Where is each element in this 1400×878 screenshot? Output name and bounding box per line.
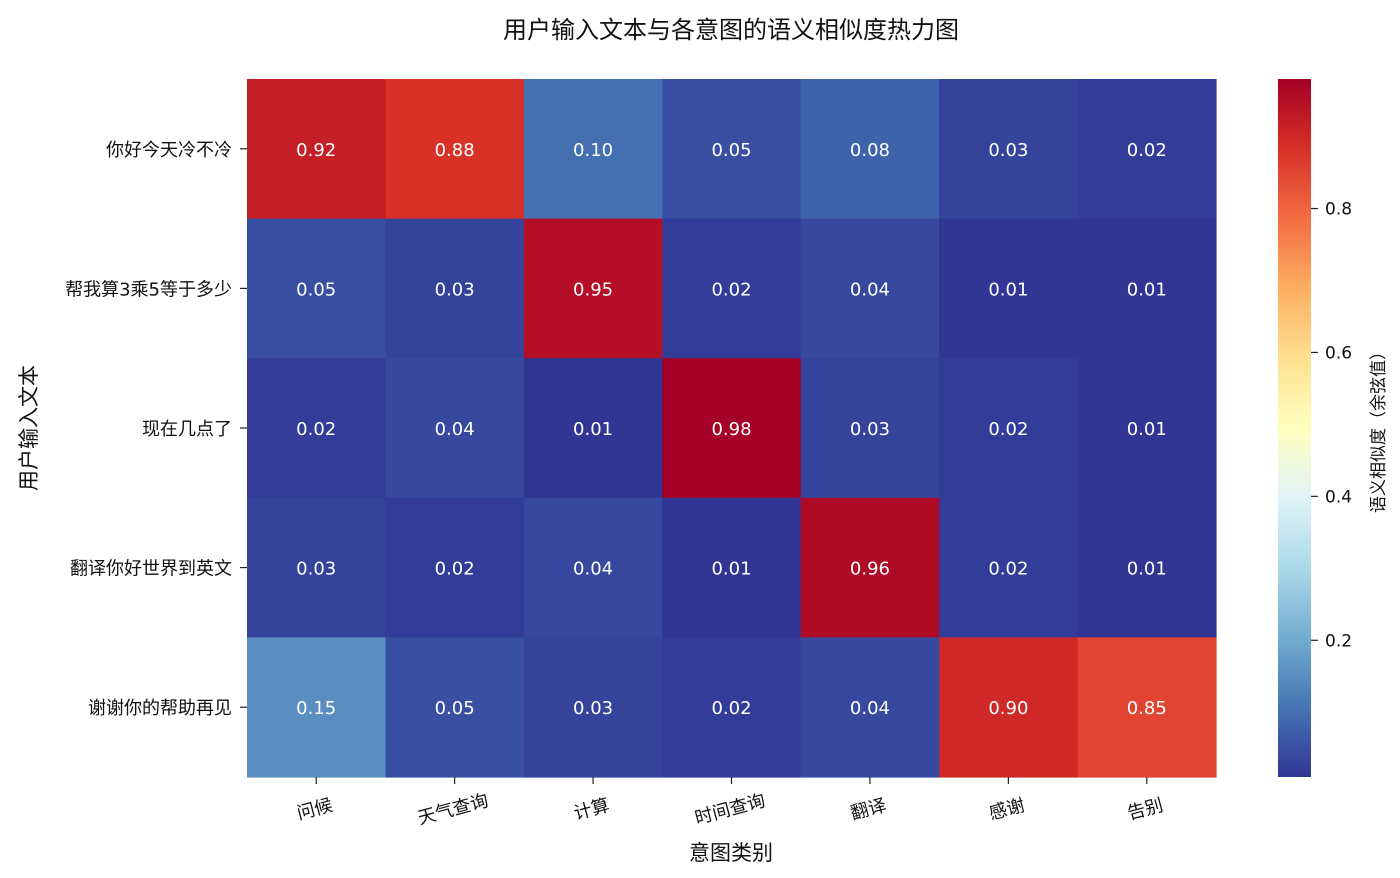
cell-value-label: 0.05: [435, 698, 475, 719]
cell-value-label: 0.98: [711, 419, 751, 440]
colorbar: 0.2 0.4 0.6 0.8 语义相似度（余弦值）: [1278, 79, 1389, 777]
cell-value-label: 0.95: [573, 279, 613, 300]
y-tick-label: 你好今天冷不冷: [106, 140, 232, 161]
heatmap-cell: [939, 497, 1079, 638]
heatmap-cell: [662, 497, 802, 638]
x-axis: 问候 天气查询 计算 时间查询 翻译 感谢 告别: [295, 777, 1165, 829]
x-tick-label: 计算: [572, 795, 612, 825]
heatmap-cells: [247, 79, 1217, 778]
cell-value-label: 0.03: [296, 559, 336, 580]
x-tick-label: 时间查询: [693, 790, 768, 829]
cell-value-label: 0.08: [850, 140, 890, 161]
x-tick-label: 感谢: [987, 795, 1027, 825]
heatmap-cell: [247, 358, 387, 499]
heatmap-cell: [800, 79, 940, 220]
cell-value-label: 0.03: [850, 419, 890, 440]
y-tick-label: 翻译你好世界到英文: [70, 559, 232, 580]
cell-value-label: 0.01: [1127, 559, 1167, 580]
cell-value-label: 0.02: [296, 419, 336, 440]
cell-value-label: 0.92: [296, 140, 336, 161]
heatmap-cell: [247, 218, 387, 359]
x-tick-label: 翻译: [848, 795, 888, 825]
heatmap-cell: [800, 358, 940, 499]
cell-value-label: 0.02: [988, 559, 1028, 580]
heatmap-cell: [385, 79, 525, 220]
heatmap-cell: [1077, 79, 1217, 220]
cell-value-label: 0.04: [850, 279, 890, 300]
chart-title: 用户输入文本与各意图的语义相似度热力图: [503, 16, 959, 44]
cell-value-label: 0.01: [711, 559, 751, 580]
heatmap-cell: [523, 358, 663, 499]
heatmap-cell: [247, 79, 387, 220]
heatmap-cell: [939, 358, 1079, 499]
cell-value-label: 0.02: [1127, 140, 1167, 161]
heatmap-cell: [247, 497, 387, 638]
x-axis-title: 意图类别: [689, 841, 773, 865]
cell-value-label: 0.05: [296, 279, 336, 300]
cell-value-label: 0.03: [988, 140, 1028, 161]
cell-value-label: 0.02: [711, 698, 751, 719]
heatmap-cell: [662, 637, 802, 778]
heatmap-cell: [523, 218, 663, 359]
heatmap-cell: [385, 358, 525, 499]
heatmap-cell: [662, 358, 802, 499]
colorbar-tick-label: 0.4: [1325, 487, 1352, 507]
cell-value-label: 0.15: [296, 698, 336, 719]
heatmap-cell: [385, 218, 525, 359]
cell-value-label: 0.01: [988, 279, 1028, 300]
heatmap-cell: [800, 637, 940, 778]
heatmap-cell: [1077, 497, 1217, 638]
heatmap-cell: [939, 79, 1079, 220]
heatmap-cell: [1077, 218, 1217, 359]
cell-value-label: 0.02: [711, 279, 751, 300]
colorbar-gradient: [1278, 79, 1311, 777]
colorbar-ticks: 0.2 0.4 0.6 0.8: [1311, 200, 1352, 651]
heatmap-cell: [523, 637, 663, 778]
heatmap-cell: [939, 637, 1079, 778]
y-axis-title: 用户输入文本: [17, 365, 41, 491]
cell-value-label: 0.96: [850, 559, 890, 580]
heatmap-cell: [939, 218, 1079, 359]
heatmap-cell: [523, 79, 663, 220]
cell-value-label: 0.02: [435, 559, 475, 580]
heatmap-cell: [662, 218, 802, 359]
cell-value-label: 0.88: [435, 140, 475, 161]
x-tick-label: 问候: [295, 795, 335, 825]
colorbar-tick-label: 0.8: [1325, 200, 1352, 220]
cell-value-label: 0.01: [1127, 419, 1167, 440]
cell-value-label: 0.05: [711, 140, 751, 161]
colorbar-label: 语义相似度（余弦值）: [1369, 343, 1389, 513]
cell-value-label: 0.02: [988, 419, 1028, 440]
cell-value-label: 0.01: [1127, 279, 1167, 300]
heatmap-cell: [662, 79, 802, 220]
cell-value-label: 0.90: [988, 698, 1028, 719]
cell-value-label: 0.03: [435, 279, 475, 300]
heatmap-cell: [247, 637, 387, 778]
cell-value-label: 0.01: [573, 419, 613, 440]
cell-value-label: 0.04: [850, 698, 890, 719]
cell-value-labels: 0.92 0.88 0.10 0.05 0.08 0.03 0.02 0.05 0.03 0.95…: [296, 140, 1167, 719]
colorbar-tick-label: 0.6: [1325, 343, 1352, 363]
x-tick-label: 告别: [1125, 795, 1165, 825]
cell-value-label: 0.04: [573, 559, 613, 580]
cell-value-label: 0.10: [573, 140, 613, 161]
y-tick-label: 帮我算3乘5等于多少: [65, 279, 232, 300]
cell-value-label: 0.04: [435, 419, 475, 440]
heatmap-cell: [385, 497, 525, 638]
heatmap-cell: [523, 497, 663, 638]
x-tick-label: 天气查询: [416, 790, 491, 829]
cell-value-label: 0.85: [1127, 698, 1167, 719]
heatmap-cell: [385, 637, 525, 778]
heatmap-cell: [1077, 358, 1217, 499]
y-tick-label: 现在几点了: [142, 419, 232, 440]
heatmap-cell: [800, 497, 940, 638]
colorbar-tick-label: 0.2: [1325, 631, 1352, 651]
y-tick-label: 谢谢你的帮助再见: [88, 698, 232, 719]
heatmap-cell: [1077, 637, 1217, 778]
heatmap-cell: [800, 218, 940, 359]
cell-value-label: 0.03: [573, 698, 613, 719]
